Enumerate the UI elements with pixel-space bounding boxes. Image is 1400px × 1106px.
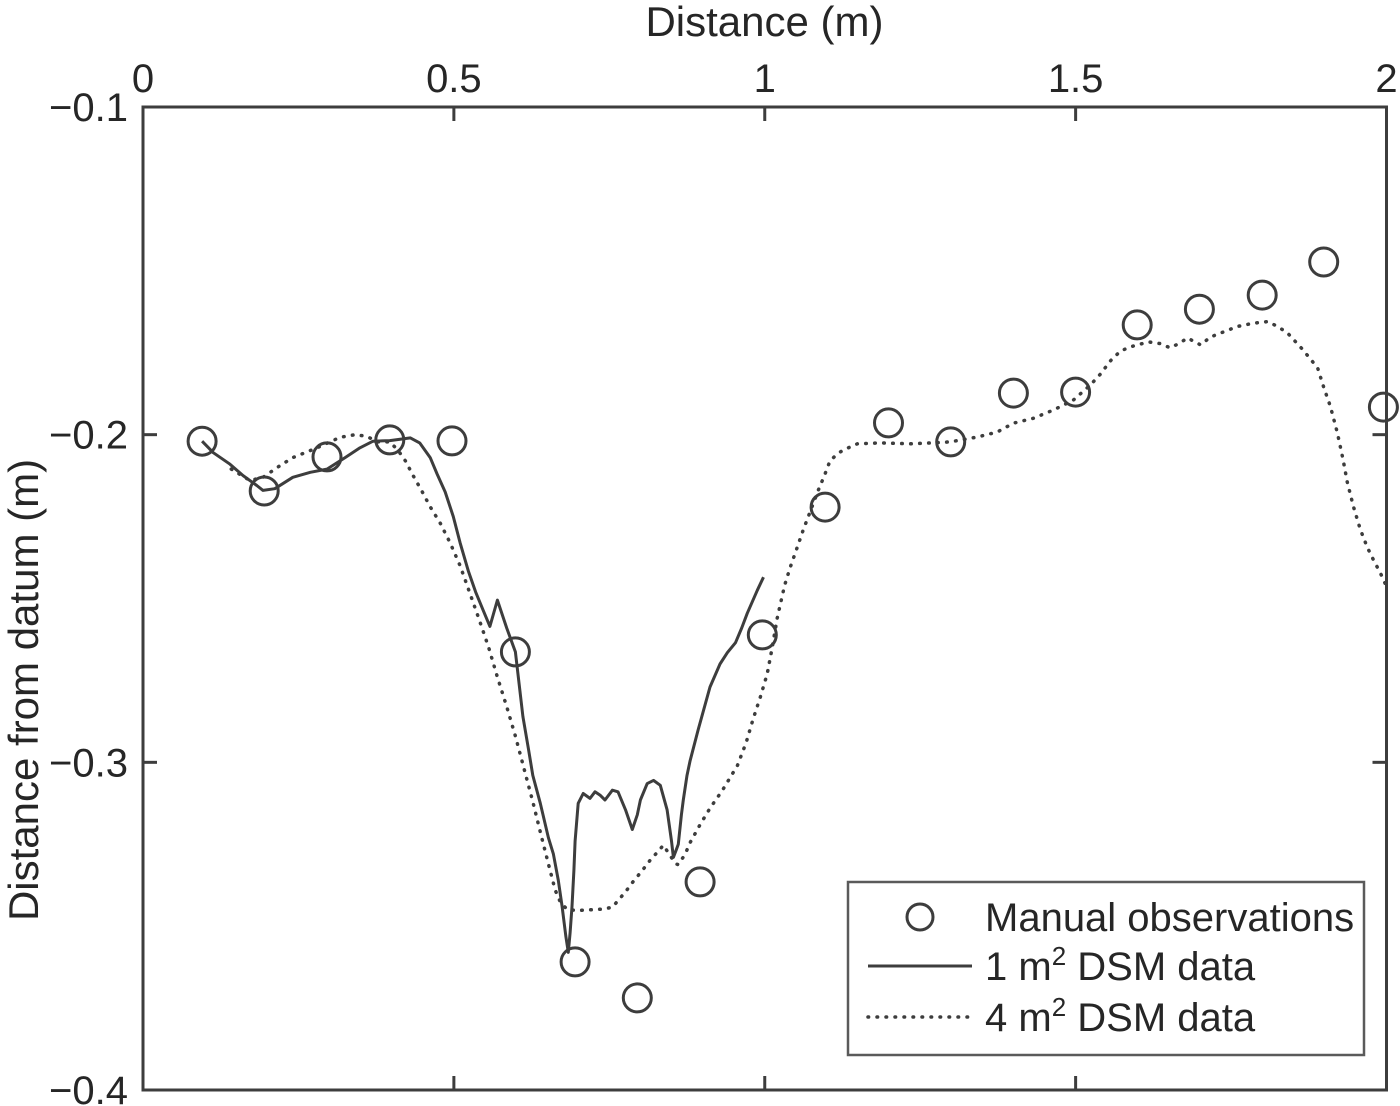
data-point-circle [248, 475, 280, 507]
y-tick-label: −0.3 [49, 741, 128, 785]
data-point-circle [374, 424, 406, 456]
data-point-circle [1060, 376, 1092, 408]
data-point-circle [935, 426, 967, 458]
y-tick-label: −0.4 [49, 1069, 128, 1106]
series-dotted [229, 319, 1388, 913]
data-point-circle [684, 866, 716, 898]
y-axis-title: Distance from datum (m) [0, 459, 47, 921]
data-point-circle [746, 619, 778, 651]
data-point-circle [186, 425, 218, 457]
data-point-circle [997, 377, 1029, 409]
data-point-circle [1121, 309, 1153, 341]
legend-label-1m2-dsm: 1 m2 DSM data [985, 941, 1256, 989]
x-tick-labels: 0 0.5 1 1.5 2 [132, 57, 1398, 101]
series-line-dotted [229, 319, 1388, 913]
data-point-circle [873, 407, 904, 439]
y-tick-labels: −0.1 −0.2 −0.3 −0.4 [49, 86, 128, 1106]
x-tick-label: 1 [754, 57, 776, 101]
series-solid [201, 436, 765, 954]
data-point-circle [436, 425, 468, 457]
data-point-circle [1246, 279, 1278, 311]
legend: Manual observations 1 m2 DSM data 4 m2 D… [846, 880, 1366, 1057]
data-point-circle [1308, 246, 1340, 278]
x-tick-label: 0.5 [426, 57, 482, 101]
data-point-circle [809, 491, 841, 523]
series-markers [186, 246, 1399, 1014]
legend-label-manual-observations: Manual observations [985, 896, 1354, 940]
data-point-circle [559, 946, 591, 978]
data-point-circle [621, 982, 653, 1014]
data-point-circle [1183, 293, 1215, 325]
legend-label-4m2-dsm: 4 m2 DSM data [985, 992, 1256, 1040]
x-axis-title: Distance (m) [645, 0, 883, 45]
x-tick-label: 0 [132, 57, 154, 101]
series-line-solid [201, 436, 765, 954]
y-tick-label: −0.1 [49, 86, 128, 130]
legend-box [846, 880, 1366, 1057]
axis-ticks [141, 105, 1388, 1092]
data-point-circle [499, 636, 531, 668]
data-point-circle [311, 441, 343, 473]
y-tick-label: −0.2 [49, 414, 128, 458]
x-tick-label: 1.5 [1048, 57, 1104, 101]
legend-circle-marker [905, 902, 935, 932]
x-tick-label: 2 [1375, 57, 1397, 101]
data-point-circle [1367, 391, 1399, 423]
